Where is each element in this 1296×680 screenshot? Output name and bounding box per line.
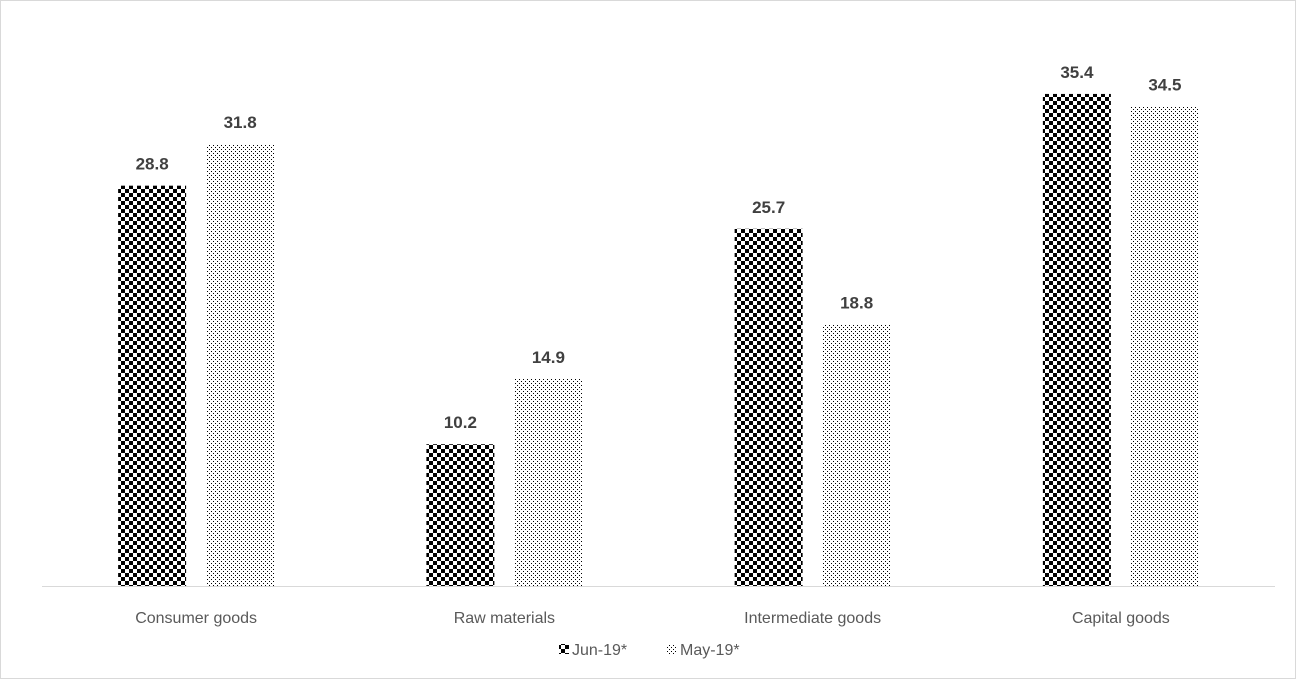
bar-may-19-intermediate-goods (822, 324, 891, 586)
bar-jun-19-capital-goods (1042, 93, 1111, 586)
data-label-may-19-consumer-goods: 31.8 (224, 113, 257, 132)
bars-layer (118, 93, 1199, 587)
data-label-may-19-intermediate-goods: 18.8 (840, 294, 873, 313)
legend-label-may-19: May-19* (680, 642, 740, 659)
data-label-may-19-raw-materials: 14.9 (532, 348, 565, 367)
bar-may-19-raw-materials (514, 378, 583, 586)
bar-jun-19-intermediate-goods (734, 228, 803, 586)
bar-jun-19-raw-materials (426, 444, 495, 586)
data-label-jun-19-capital-goods: 35.4 (1060, 63, 1094, 82)
category-labels-layer: Consumer goods Raw materials Intermediate … (135, 610, 1170, 627)
data-label-jun-19-intermediate-goods: 25.7 (752, 198, 785, 217)
data-label-jun-19-raw-materials: 10.2 (444, 413, 477, 432)
bar-may-19-capital-goods (1130, 106, 1199, 586)
category-label-consumer-goods: Consumer goods (135, 610, 257, 627)
bar-jun-19-consumer-goods (118, 185, 187, 586)
data-labels-layer: 28.8 31.8 10.2 14.9 25.7 18.8 35.4 34.5 (136, 63, 1182, 432)
legend: Jun-19* May-19* (559, 642, 740, 659)
legend-swatch-may-19 (667, 644, 677, 654)
legend-swatch-jun-19 (559, 644, 569, 654)
category-label-raw-materials: Raw materials (454, 610, 555, 627)
data-label-jun-19-consumer-goods: 28.8 (136, 155, 169, 174)
bar-may-19-consumer-goods (206, 143, 275, 587)
legend-label-jun-19: Jun-19* (572, 642, 627, 659)
category-label-intermediate-goods: Intermediate goods (744, 610, 881, 627)
category-label-capital-goods: Capital goods (1072, 610, 1170, 627)
data-label-may-19-capital-goods: 34.5 (1148, 75, 1181, 94)
